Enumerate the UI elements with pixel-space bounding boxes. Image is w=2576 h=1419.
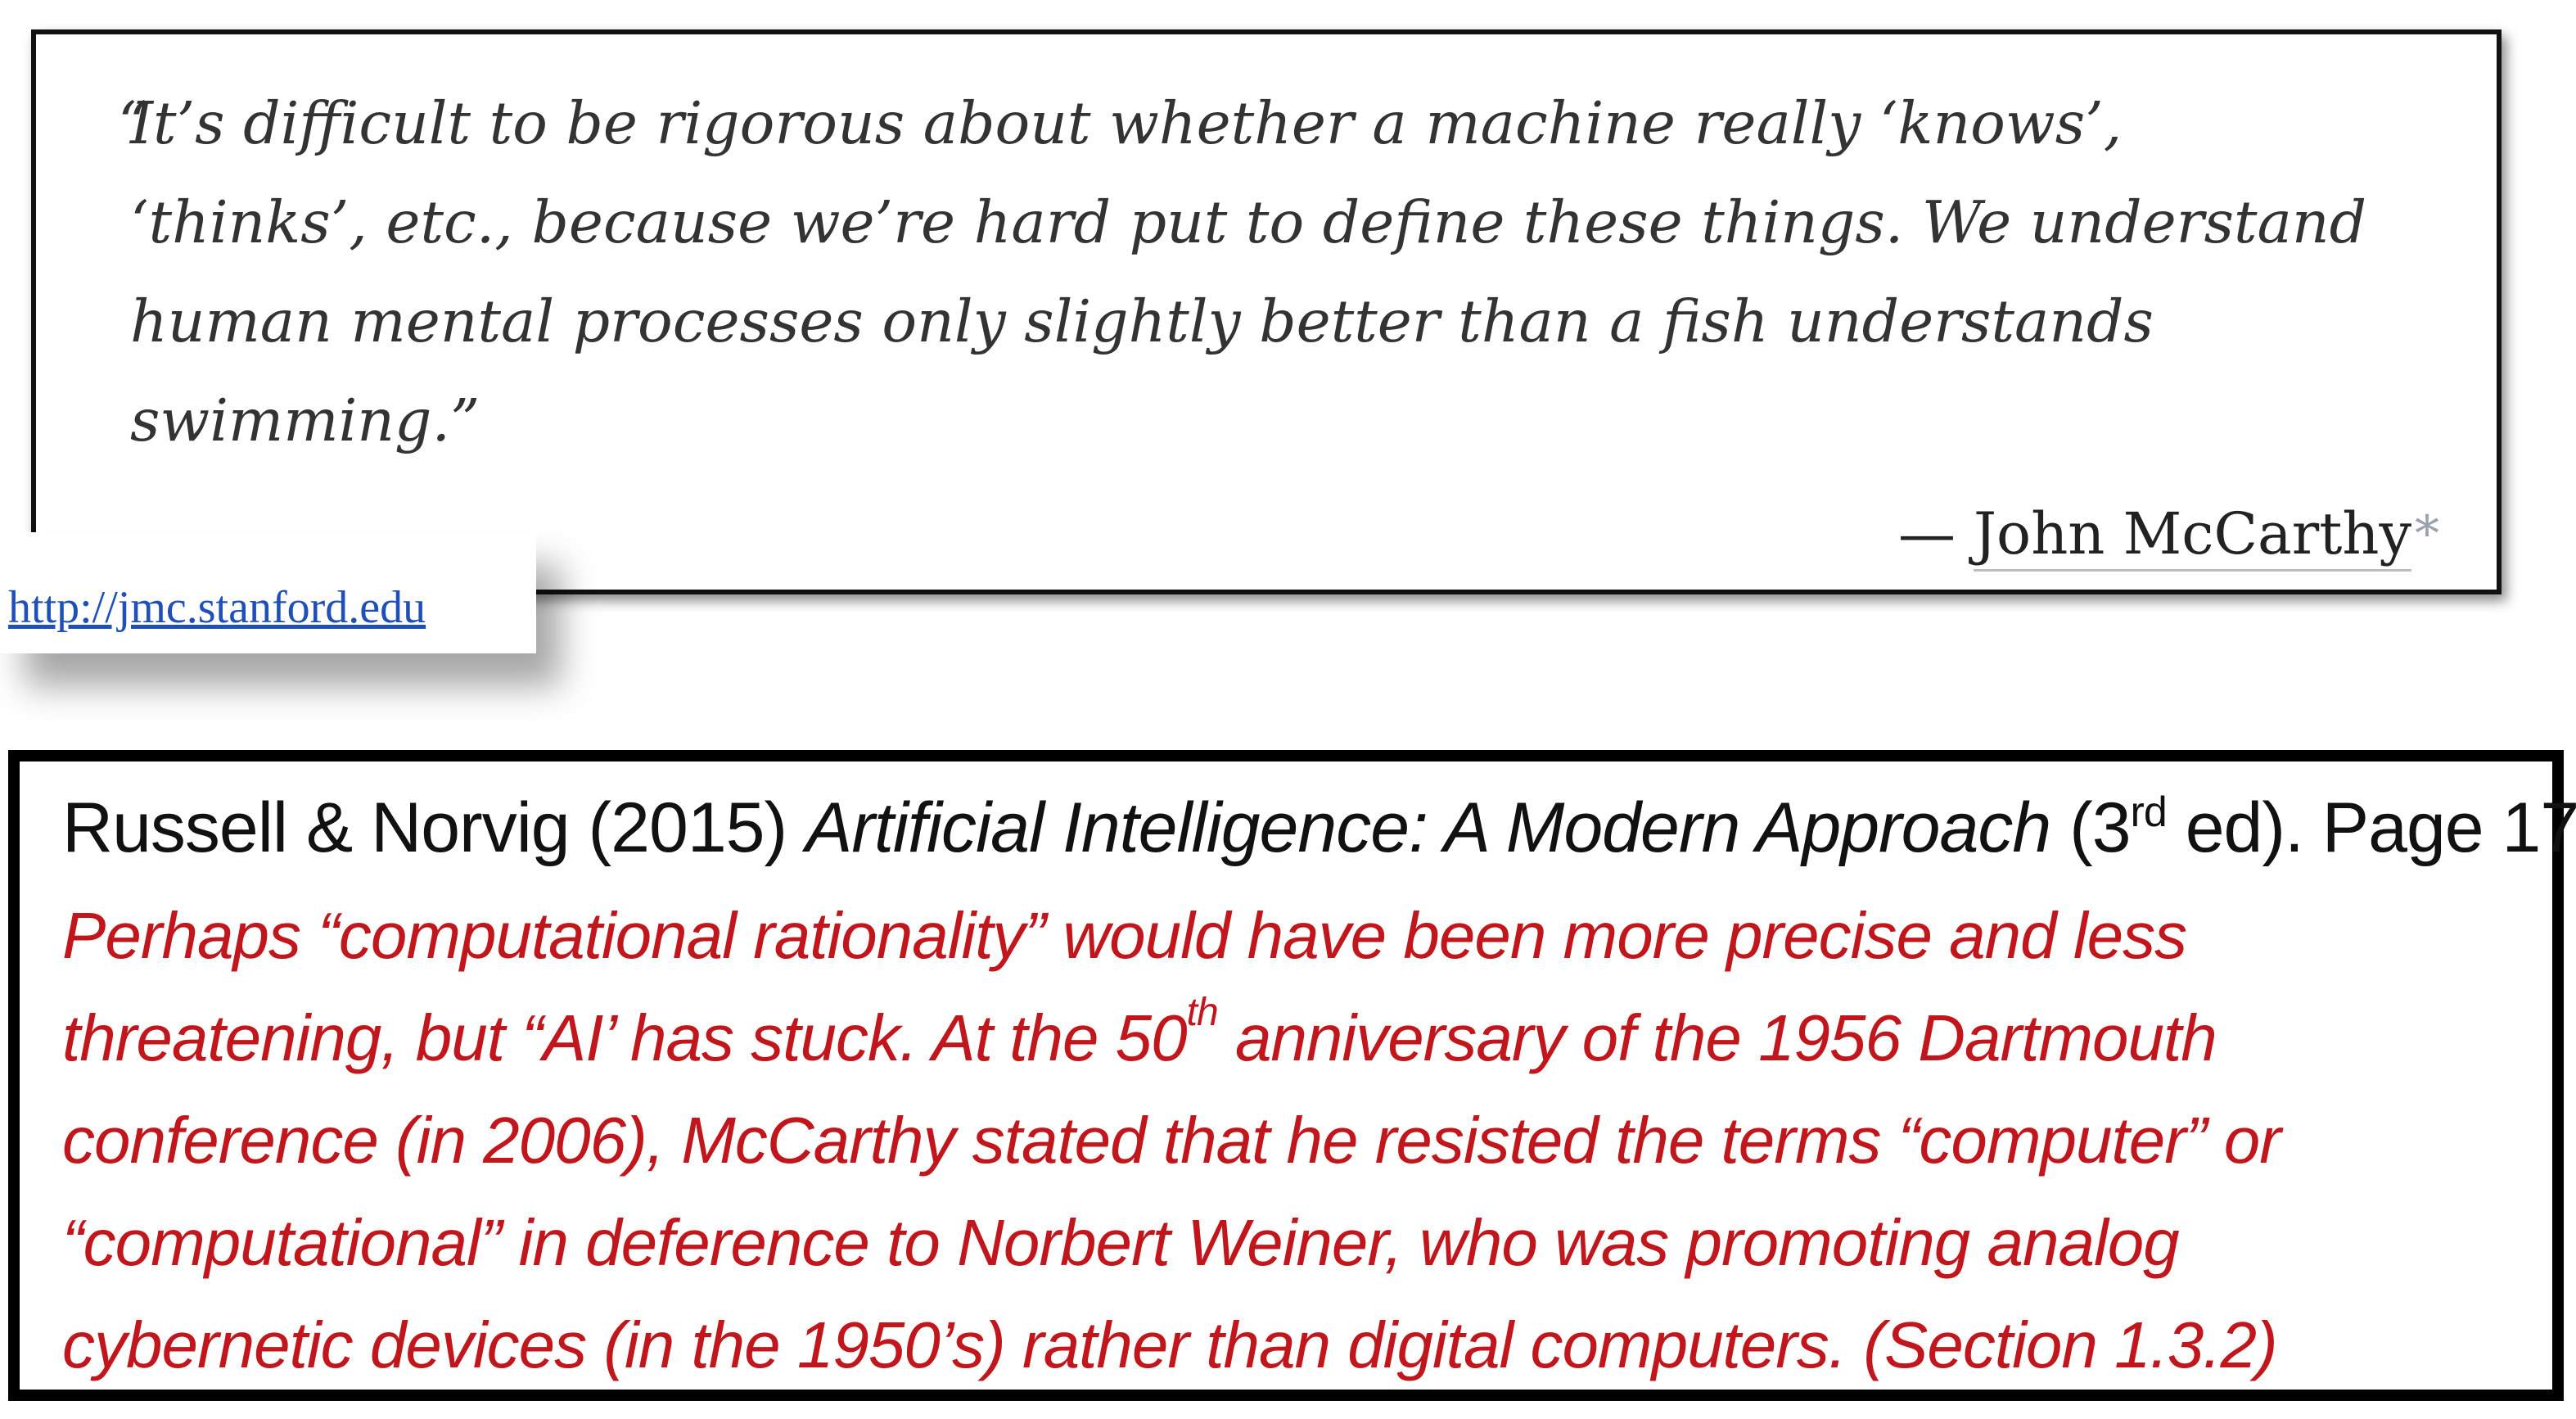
footnote-mark: * (2415, 505, 2439, 563)
attribution-dash: — (1897, 500, 1956, 567)
citation-excerpt: Perhaps “computational rationality” woul… (62, 884, 2534, 1396)
excerpt-ordinal-suffix: th (1186, 991, 1219, 1034)
citation-authors-year: Russell & Norvig (2015) (62, 789, 787, 867)
excerpt-line-1: Perhaps “computational rationality” woul… (62, 899, 2187, 972)
excerpt-line-5: cybernetic devices (in the 1950’s) rathe… (62, 1308, 2278, 1381)
citation-heading: Russell & Norvig (2015) Artificial Intel… (62, 783, 2576, 873)
stanford-url-link[interactable]: http://jmc.stanford.edu (8, 582, 426, 633)
citation-book-title: Artificial Intelligence: A Modern Approa… (805, 789, 2051, 867)
excerpt-line-2-end: anniversary of the 1956 Dartmouth (1234, 1001, 2217, 1074)
excerpt-line-3: conference (in 2006), McCarthy stated th… (62, 1104, 2281, 1177)
quote-attribution: — John McCarthy* (1898, 493, 2439, 575)
citation-box: Russell & Norvig (2015) Artificial Intel… (8, 750, 2576, 1401)
excerpt-line-4: “computational” in deference to Norbert … (62, 1206, 2180, 1279)
url-card: http://jmc.stanford.edu (0, 532, 536, 653)
citation-edition-page: ed). Page 17 (2185, 789, 2576, 867)
quote-open-mark: “ (118, 89, 148, 157)
quote-text: It’s difficult to be rigorous about whet… (130, 89, 2367, 454)
citation-edition-suffix: rd (2130, 789, 2168, 836)
excerpt-line-2-start: threatening, but “AI’ has stuck. At the … (62, 1001, 1188, 1074)
author-link[interactable]: John McCarthy (1973, 500, 2411, 572)
excerpt-line-2: threatening, but “AI’ has stuck. At the … (62, 987, 2534, 1089)
quote-box: “ It’s difficult to be rigorous about wh… (31, 29, 2502, 594)
citation-edition-number: (3 (2069, 789, 2131, 867)
